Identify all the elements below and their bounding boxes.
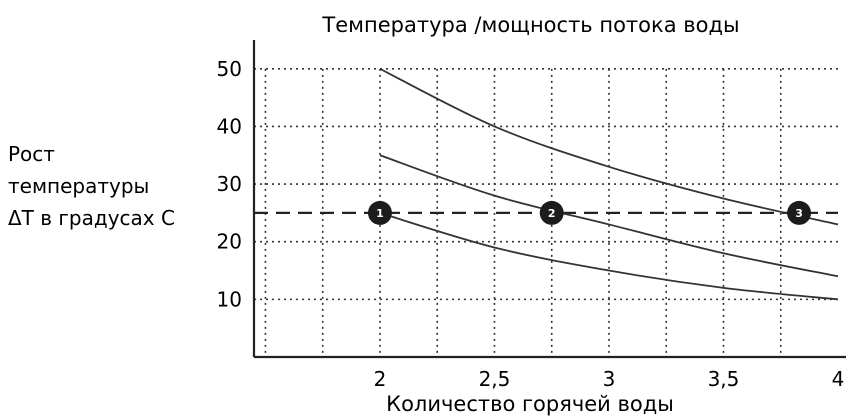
marker-label: 3 xyxy=(795,207,803,220)
series-group xyxy=(379,68,839,301)
y-tick-label: 10 xyxy=(217,287,242,311)
markers: 1 2 3 xyxy=(367,200,812,225)
marker-point xyxy=(367,200,392,225)
marker-label: 2 xyxy=(548,207,556,220)
marker-point xyxy=(539,200,564,225)
chart-title: Температура /мощность потока воды xyxy=(321,13,739,37)
y-tick-label: 40 xyxy=(217,114,242,138)
y-axis-label: Рост температуры ΔT в градусах С xyxy=(8,142,175,230)
x-axis-label: Количество горячей воды xyxy=(386,392,674,416)
x-tick-label: 2,5 xyxy=(479,367,511,391)
y-axis-label-line: температуры xyxy=(8,174,149,198)
marker-label: 1 xyxy=(376,207,384,220)
axes xyxy=(252,40,846,359)
series-line xyxy=(379,68,839,226)
y-axis-label-line: ΔT в градусах С xyxy=(8,206,175,230)
series-line xyxy=(379,154,839,278)
y-axis-label-line: Рост xyxy=(8,142,55,166)
tick-labels: 10 20 30 40 50 2 2,5 3 3,5 4 xyxy=(217,57,845,391)
y-tick-label: 30 xyxy=(217,172,242,196)
y-tick-label: 20 xyxy=(217,230,242,254)
series-line xyxy=(379,212,839,301)
x-tick-label: 3,5 xyxy=(708,367,740,391)
x-tick-label: 2 xyxy=(374,367,387,391)
marker-point xyxy=(787,200,812,225)
x-tick-label: 4 xyxy=(832,367,845,391)
x-tick-label: 3 xyxy=(603,367,616,391)
y-tick-label: 50 xyxy=(217,57,242,81)
